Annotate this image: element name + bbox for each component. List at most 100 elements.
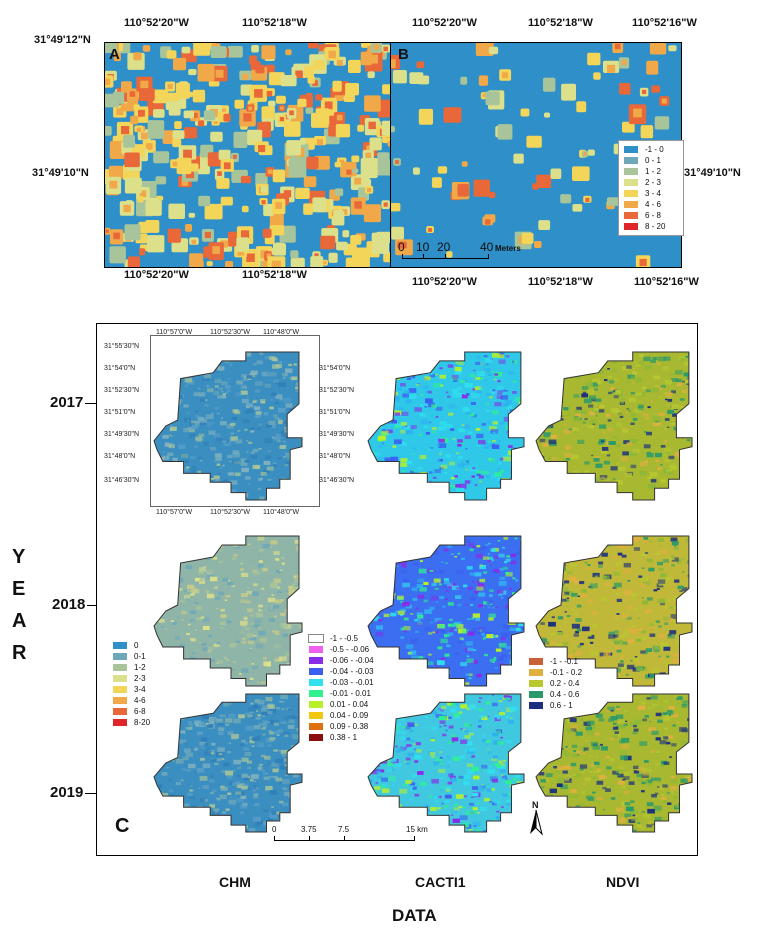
inset-right-coord: 31°48'0"N (319, 453, 351, 460)
canopy-core (336, 114, 343, 121)
cacti-legend: -1 - -0.5 -0.5 - -0.06 -0.06 - -0.04 -0.04 … (308, 633, 374, 743)
canopy-patch (166, 92, 179, 102)
cacti-legend-item: -0.01 - 0.01 (308, 688, 374, 699)
canopy-core (391, 59, 396, 68)
canopy-patch (261, 45, 276, 60)
canopy-core (248, 106, 253, 111)
canopy-patch (431, 177, 442, 188)
canopy-patch (312, 197, 327, 213)
canopy-core (167, 84, 173, 89)
canopy-patch (369, 137, 382, 151)
cacti-legend-label: -0.01 - 0.01 (330, 689, 371, 698)
cacti-legend-swatch (308, 700, 324, 709)
canopy-patch (189, 253, 204, 267)
top-height-legend-swatch (623, 167, 639, 176)
canopy-core (367, 188, 372, 193)
canopy-patch (363, 43, 371, 46)
coord-top-b-1: 110°52'20"W (412, 17, 477, 29)
ndvi-legend-item: 0.2 - 0.4 (528, 678, 582, 689)
canopy-patch (124, 177, 142, 194)
top-height-legend-label: 0 - 1 (645, 156, 662, 165)
canopy-patch (168, 203, 185, 219)
canopy-patch (268, 100, 276, 107)
canopy-patch (381, 120, 391, 136)
cacti-legend-swatch (308, 645, 324, 654)
cacti-legend-swatch (308, 634, 324, 643)
year-axis-title-y: Y (12, 546, 26, 568)
canopy-patch (360, 158, 378, 179)
canopy-patch (351, 155, 360, 163)
cacti-legend-swatch (308, 733, 324, 742)
panel-a-label: A (109, 46, 120, 63)
canopy-patch (206, 261, 213, 267)
panel-b-label: B (398, 46, 409, 63)
canopy-patch (105, 93, 120, 108)
canopy-patch (497, 124, 513, 140)
canopy-patch (255, 173, 268, 188)
year-axis-title-e: E (12, 578, 26, 600)
canopy-patch (188, 69, 197, 76)
inset-right-coord: 31°52'30"N (319, 387, 355, 394)
canopy-core (212, 246, 220, 254)
canopy-core (539, 178, 548, 186)
canopy-patch (176, 157, 192, 175)
cacti-legend-label: -0.03 - -0.01 (330, 678, 374, 687)
canopy-core (223, 162, 231, 170)
ndvi-legend-label: -1 - -0.1 (550, 657, 579, 666)
cacti-legend-swatch (308, 678, 324, 687)
canopy-patch (305, 107, 314, 114)
canopy-patch (236, 237, 249, 252)
canopy-patch (356, 259, 370, 267)
canopy-patch (409, 72, 424, 84)
canopy-patch (457, 183, 470, 197)
canopy-patch (175, 82, 190, 99)
bottom-scale-tick-15: 15 km (406, 825, 428, 834)
canopy-core (260, 250, 269, 259)
canopy-patch (218, 149, 231, 160)
ndvi-legend-swatch (528, 657, 544, 666)
canopy-patch (145, 220, 160, 233)
canopy-patch (220, 196, 233, 206)
canopy-core (241, 230, 250, 239)
canopy-patch (223, 113, 231, 122)
ndvi-legend-swatch (528, 701, 544, 710)
top-height-legend-item: 3 - 4 (623, 188, 679, 199)
canopy-patch (576, 101, 587, 113)
canopy-core (141, 132, 148, 140)
canopy-patch (587, 149, 595, 156)
data-axis-title: DATA (392, 906, 437, 925)
canopy-core (246, 253, 255, 262)
chm-legend-swatch (112, 718, 128, 727)
canopy-core (368, 121, 376, 130)
chm-legend-item: 0 (112, 640, 150, 651)
canopy-patch (198, 195, 211, 207)
inset-left-coord: 31°46'30"N (104, 477, 140, 484)
canopy-patch (295, 187, 310, 199)
canopy-patch (192, 89, 206, 103)
canopy-core (273, 214, 281, 222)
chm-legend-label: 2-3 (134, 674, 146, 683)
canopy-patch (418, 108, 433, 125)
canopy-patch (446, 251, 453, 258)
canopy-core (183, 149, 192, 159)
chm-legend-label: 8-20 (134, 718, 151, 727)
canopy-patch (210, 131, 223, 142)
year-label-2017: 2017 (50, 394, 84, 411)
cacti-legend-item: -0.5 - -0.06 (308, 644, 374, 655)
top-height-legend-swatch (623, 189, 639, 198)
chm-legend-item: 3-4 (112, 684, 150, 695)
canopy-core (243, 113, 252, 122)
canopy-patch (193, 43, 211, 56)
canopy-core (642, 89, 647, 94)
canopy-core (237, 249, 244, 256)
inset-left-coord: 31°51'0"N (104, 409, 136, 416)
canopy-patch (416, 61, 425, 69)
chm-legend-swatch (112, 696, 128, 705)
canopy-patch (290, 257, 305, 267)
canopy-core (271, 260, 281, 267)
canopy-patch (183, 110, 194, 119)
ndvi-legend-item: 0.4 - 0.6 (528, 689, 582, 700)
canopy-patch (173, 57, 187, 71)
top-scale-unit: Meters (495, 244, 521, 253)
year-axis-title-a: A (12, 610, 27, 632)
